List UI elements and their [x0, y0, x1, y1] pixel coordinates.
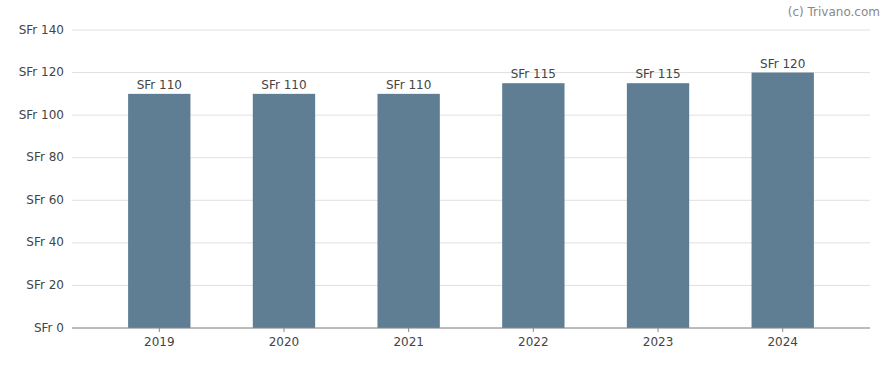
- y-tick-label: SFr 100: [19, 108, 64, 122]
- x-tick: [159, 328, 160, 332]
- x-tick: [658, 328, 659, 332]
- x-axis-line: [72, 328, 870, 329]
- grid-line: [72, 115, 870, 116]
- y-tick-label: SFr 140: [19, 23, 64, 37]
- grid-line: [72, 72, 870, 73]
- grid-line: [72, 200, 870, 201]
- grid-line: [72, 285, 870, 286]
- y-tick-label: SFr 80: [26, 150, 64, 164]
- x-tick: [283, 328, 284, 332]
- grid-line: [72, 328, 870, 329]
- watermark: (c) Trivano.com: [788, 5, 880, 19]
- chart: SFr 0 SFr 20 SFr 40 SFr 60 SFr 80 SFr 100 SFr …: [0, 0, 888, 370]
- bar: [502, 83, 564, 328]
- x-tick: [533, 328, 534, 332]
- bar: [752, 73, 814, 328]
- x-tick-label: 2022: [518, 335, 549, 349]
- bar: [253, 94, 315, 328]
- grid: [72, 30, 870, 328]
- grid-line: [72, 242, 870, 243]
- bar: [377, 94, 439, 328]
- x-tick: [408, 328, 409, 332]
- x-tick-label: 2023: [643, 335, 674, 349]
- bar: [627, 83, 689, 328]
- data-label: SFr 110: [261, 78, 306, 92]
- x-axis: 2019 2020 2021 2022 2023 2024: [72, 328, 870, 349]
- x-tick-label: 2019: [144, 335, 175, 349]
- grid-line: [72, 157, 870, 158]
- y-tick-label: SFr 60: [26, 193, 64, 207]
- x-tick: [782, 328, 783, 332]
- y-tick-label: SFr 0: [34, 321, 64, 335]
- y-tick-label: SFr 40: [26, 235, 64, 249]
- y-axis: SFr 0 SFr 20 SFr 40 SFr 60 SFr 80 SFr 100 SFr …: [19, 23, 64, 335]
- data-label: SFr 110: [137, 78, 182, 92]
- grid-line: [72, 30, 870, 31]
- data-label: SFr 120: [760, 57, 805, 71]
- x-tick-label: 2020: [269, 335, 300, 349]
- bar: [128, 94, 190, 328]
- page: {"chart_data": {"type": "bar", "categori…: [0, 0, 888, 370]
- data-label: SFr 115: [511, 67, 556, 81]
- bars: [128, 73, 814, 328]
- y-tick-label: SFr 20: [26, 278, 64, 292]
- x-tick-label: 2021: [393, 335, 424, 349]
- data-label: SFr 115: [635, 67, 680, 81]
- x-tick-label: 2024: [767, 335, 798, 349]
- data-labels: SFr 110 SFr 110 SFr 110 SFr 115 SFr 115 SFr 1…: [137, 57, 806, 92]
- y-tick-label: SFr 120: [19, 65, 64, 79]
- data-label: SFr 110: [386, 78, 431, 92]
